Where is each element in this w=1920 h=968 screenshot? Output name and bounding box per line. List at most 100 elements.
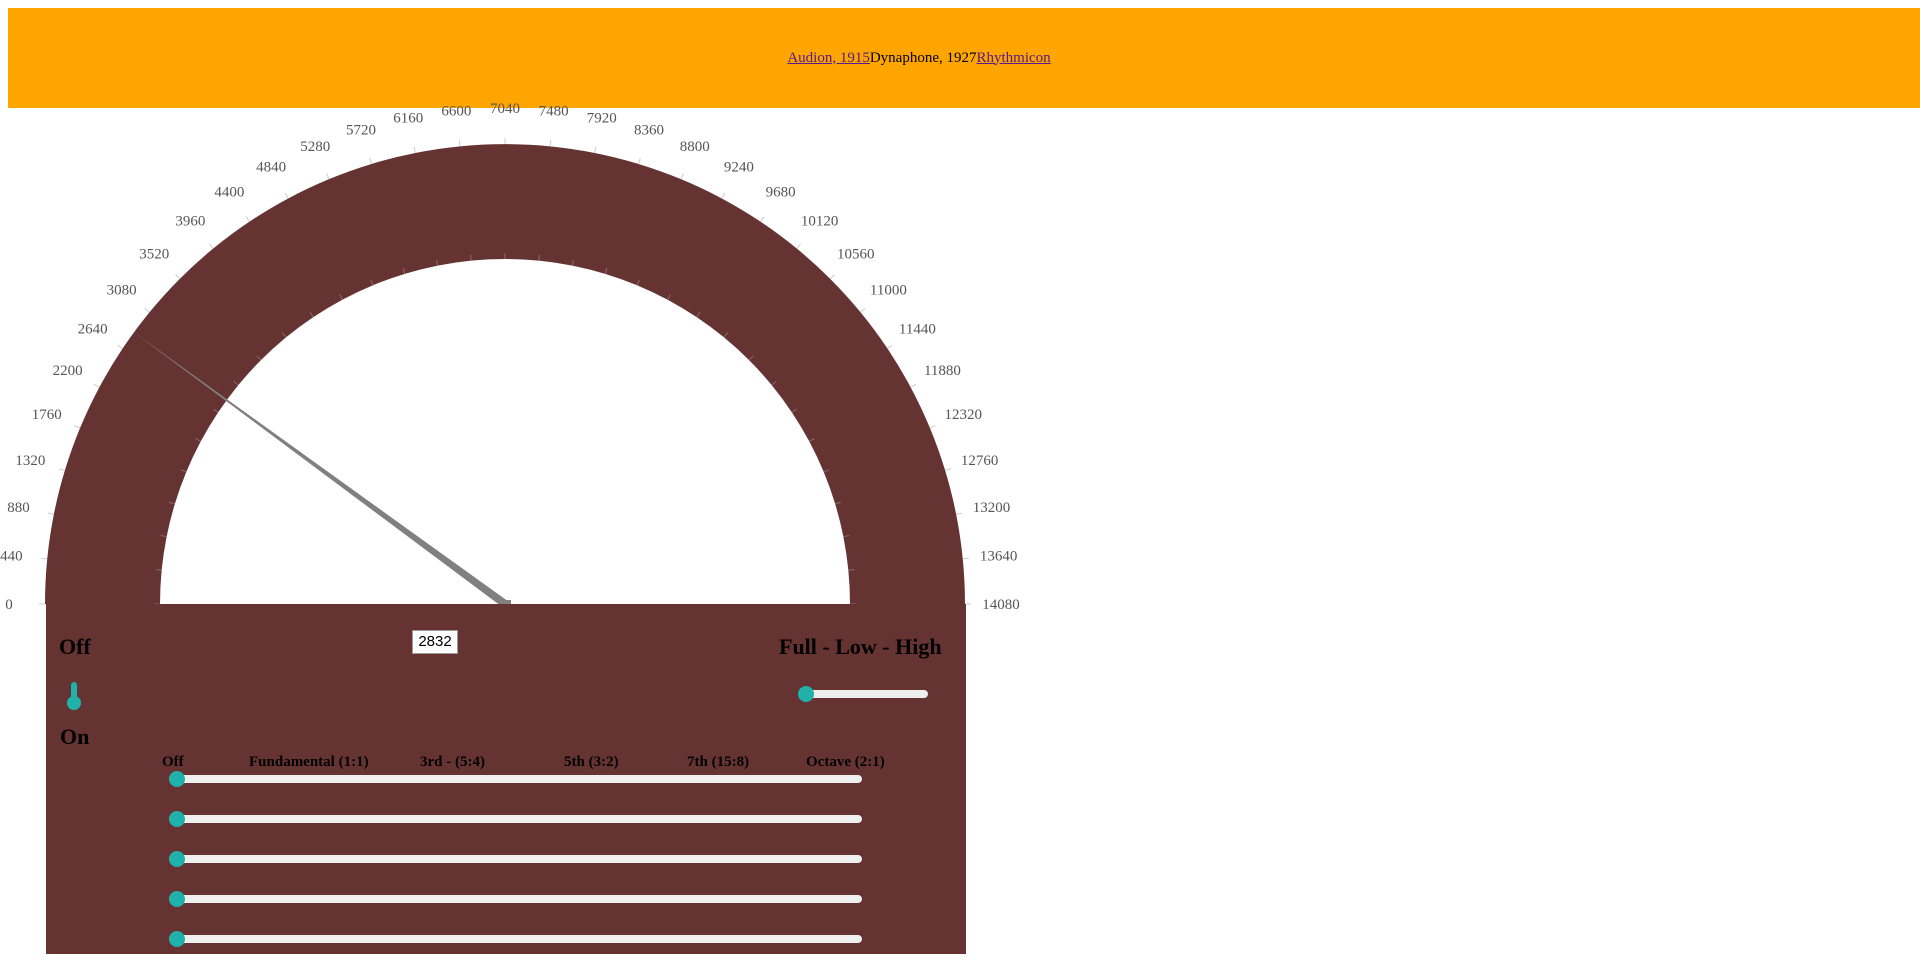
dial-tick (962, 557, 969, 560)
dial-inner-tick (809, 438, 815, 442)
dial-scale-label: 8360 (634, 122, 664, 138)
filter-slider-thumb[interactable] (798, 686, 814, 702)
dial-tick (41, 557, 48, 560)
power-switch[interactable] (66, 682, 82, 710)
power-switch-thumb[interactable] (67, 696, 81, 710)
dial-tick (175, 274, 181, 280)
harmonic-label-fundamental: Fundamental (1:1) (249, 754, 369, 770)
dial-needle (133, 332, 511, 608)
dial-scale-label: 14080 (982, 597, 1020, 613)
dial-scale-label: 3520 (139, 246, 169, 262)
dial-scale-label: 880 (7, 500, 30, 516)
dial-scale-label: 11880 (924, 363, 961, 379)
dial-scale-label: 4840 (256, 160, 286, 176)
dial-scale-label: 5280 (300, 139, 330, 155)
harmonic-slider-track (169, 855, 862, 863)
dial-tick (47, 512, 54, 515)
harmonic-slider-track (169, 815, 862, 823)
dial-needle-shape (133, 332, 508, 608)
dial-inner-tick (309, 311, 314, 318)
dial-scale-label: 6600 (441, 103, 471, 119)
dial-scale-label: 440 (0, 548, 23, 564)
harmonic-slider-thumb[interactable] (169, 851, 185, 867)
dial-inner-tick (212, 408, 219, 413)
dial-inner-tick (402, 267, 406, 275)
dial-tick (326, 173, 330, 180)
dial-needle-hub (499, 600, 511, 606)
dial-tick (549, 140, 552, 147)
dial-scale-label: 2640 (78, 321, 108, 337)
dial-inner-tick (195, 438, 201, 442)
dial-scale-label: 4400 (214, 185, 244, 201)
dial-scale-label: 12760 (961, 453, 999, 469)
dial-scale-label: 9680 (766, 185, 796, 201)
dial-inner-tick (604, 267, 608, 275)
nav-item-dynaphone: Dynaphone, 1927 (869, 49, 977, 66)
dial-inner-tick (834, 501, 842, 505)
dial-inner-tick (470, 254, 472, 261)
frequency-readout[interactable]: 2832 (412, 630, 458, 654)
instrument-nav-list: Audion, 1915Dynaphone, 1927Rhythmicon (787, 50, 1050, 67)
harmonic-slider-2[interactable] (169, 811, 862, 827)
dial-tick (117, 344, 123, 349)
dial-scale-label: 10560 (837, 246, 875, 262)
dial-tick (93, 383, 100, 388)
dial-inner-tick (636, 279, 640, 286)
harmonic-label-7th: 7th (15:8) (687, 754, 750, 770)
dial-tick (208, 243, 214, 249)
harmonic-label-octave: Octave (2:1) (806, 754, 885, 770)
dial-inner-tick (538, 254, 540, 261)
dial-scale-label: 7040 (490, 101, 520, 117)
dial-inner-tick (339, 294, 343, 300)
nav-link-rhythmicon[interactable]: Rhythmicon (976, 49, 1051, 66)
harmonic-slider-thumb[interactable] (169, 811, 185, 827)
dial-tick (413, 146, 416, 153)
harmonic-label-5th: 5th (3:2) (564, 754, 619, 770)
dial-tick (638, 157, 641, 164)
dial-inner-tick (168, 501, 176, 505)
dial-inner-tick (256, 355, 262, 361)
dial-inner-tick (233, 380, 239, 386)
harmonic-slider-thumb[interactable] (169, 931, 185, 947)
dial-tick (721, 192, 726, 199)
dial-inner-tick (823, 469, 830, 473)
harmonic-slider-5[interactable] (169, 931, 862, 947)
dial-scale-label: 5720 (346, 122, 376, 138)
dial-inner-tick (667, 294, 671, 300)
dial-tick (58, 468, 65, 471)
dial-inner-tick (571, 259, 574, 266)
dial-scale-label: 3080 (107, 282, 137, 298)
harmonic-slider-track (169, 895, 862, 903)
dial-ticks (39, 138, 971, 605)
dial-scale-label: 12320 (944, 407, 982, 423)
power-on-label: On (60, 724, 90, 749)
dial-inner-tick (370, 279, 374, 286)
dial-scale-label: 8800 (680, 139, 710, 155)
dial-scale-label: 10120 (801, 214, 839, 230)
dial-scale-label: 3960 (175, 214, 205, 230)
harmonic-slider-3[interactable] (169, 851, 862, 867)
harmonic-slider-track (169, 775, 862, 783)
harmonic-label-off: Off (162, 754, 184, 770)
dial-tick (929, 425, 936, 429)
dial-inner-tick (723, 332, 729, 338)
dial-inner-tick (281, 332, 287, 338)
dial-scale-label: 13640 (980, 548, 1018, 564)
dial-inner-tick (180, 469, 187, 473)
filter-slider[interactable] (798, 686, 928, 702)
harmonic-slider-thumb[interactable] (169, 771, 185, 787)
dial-tick (458, 140, 461, 147)
dial-scale-label: 13200 (973, 500, 1011, 516)
dial-inner-tick (848, 569, 855, 571)
dial-tick (369, 157, 372, 164)
power-off-label: Off (59, 634, 91, 659)
dial-inner-tick (696, 311, 701, 318)
harmonic-slider-4[interactable] (169, 891, 862, 907)
dial-inner-tick (791, 408, 798, 413)
dial-tick (945, 468, 952, 471)
dial-tick (887, 344, 893, 349)
nav-link-audion[interactable]: Audion, 1915 (787, 49, 870, 66)
harmonic-slider-1[interactable] (169, 771, 862, 787)
harmonic-slider-thumb[interactable] (169, 891, 185, 907)
dial-inner-tick (155, 569, 162, 571)
